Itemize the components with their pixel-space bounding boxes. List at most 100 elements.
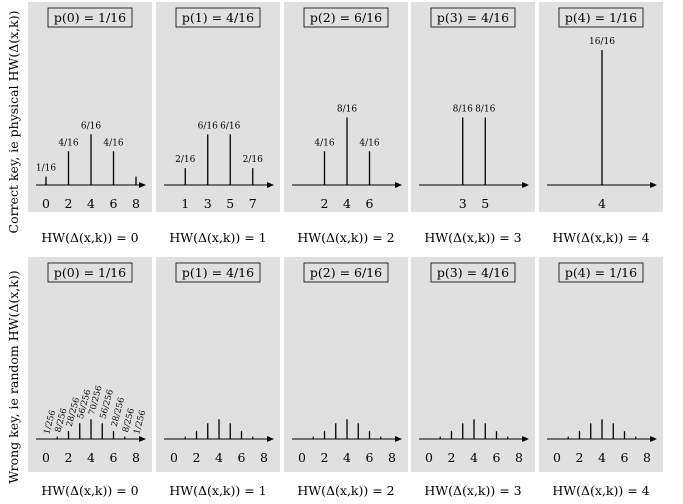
- panel-title-box: [303, 7, 389, 28]
- panel-title: p(4) = 1/16: [565, 10, 637, 25]
- tick-label: 5: [226, 196, 234, 211]
- panel-correct-1: p(1) = 4/16 2/16 6/16 6/16 2/16 1 3 5 7 HW(Δ(x,k)…: [156, 2, 280, 245]
- panel-xlabel: HW(Δ(x,k)) = 3: [424, 230, 521, 245]
- tick-label: 8: [132, 196, 140, 211]
- data-label: 2/16: [175, 155, 195, 165]
- panel-background: [156, 2, 280, 212]
- panel-wrong-1: p(1) = 4/16 0 2 4 6 8 HW(Δ(x,k)) = 1: [156, 257, 280, 498]
- tick-label: 0: [298, 450, 306, 465]
- panel-correct-0: p(0) = 1/16 1/16 4/166/164/16 0 2 4 6 8 HW(Δ(x,k…: [28, 2, 152, 245]
- panel-xlabel: HW(Δ(x,k)) = 1: [169, 230, 266, 245]
- panel-xlabel: HW(Δ(x,k)) = 4: [552, 230, 649, 245]
- data-label: 6/16: [81, 121, 101, 131]
- data-label: 8/16: [337, 105, 357, 115]
- tick-label: 2: [321, 450, 329, 465]
- axis-arrow-icon: [395, 182, 402, 188]
- tick-label: 1: [181, 196, 189, 211]
- panel-title-box: [175, 7, 261, 28]
- panel-title-box: [430, 262, 516, 283]
- tick-label: 4: [343, 196, 351, 211]
- data-label: 4/16: [359, 138, 379, 148]
- panel-title-box: [47, 262, 133, 283]
- tick-label: 0: [42, 450, 50, 465]
- tick-label: 2: [193, 450, 201, 465]
- panel-background: [284, 257, 408, 472]
- axis-arrow-icon: [522, 182, 529, 188]
- panel-title-box: [303, 262, 389, 283]
- panel-background: [539, 2, 663, 212]
- tick-label: 4: [343, 450, 351, 465]
- tick-label: 8: [515, 450, 523, 465]
- data-label: 8/16: [453, 105, 473, 115]
- data-label: 6/16: [220, 121, 240, 131]
- axis-arrow-icon: [139, 436, 146, 442]
- panel-correct-4: p(4) = 1/16 16/16 4 HW(Δ(x,k)) = 4: [539, 2, 663, 245]
- panel-correct-3: p(3) = 4/16 8/16 8/16 3 5 HW(Δ(x,k)) = 3: [411, 2, 535, 245]
- tick-label: 4: [215, 450, 223, 465]
- panel-background: [539, 257, 663, 472]
- axis-arrow-icon: [522, 436, 529, 442]
- data-label: 4/16: [103, 138, 123, 148]
- tick-label: 6: [110, 450, 118, 465]
- panel-xlabel: HW(Δ(x,k)) = 2: [297, 483, 394, 498]
- data-label: 6/16: [198, 121, 218, 131]
- tick-label: 3: [459, 196, 467, 211]
- tick-label: 6: [110, 196, 118, 211]
- panel-wrong-4: p(4) = 1/16 0 2 4 6 8 HW(Δ(x,k)) = 4: [539, 257, 663, 498]
- panel-xlabel: HW(Δ(x,k)) = 4: [552, 483, 649, 498]
- panel-title-box: [47, 7, 133, 28]
- panel-correct-2: p(2) = 6/16 4/16 8/16 4/16 2 4 6 HW(Δ(x,k)) = 2: [284, 2, 408, 245]
- tick-label: 6: [366, 450, 374, 465]
- tick-label: 6: [493, 450, 501, 465]
- data-label: 16/16: [589, 37, 615, 47]
- correct-key-ylabel: Correct key, ie physical HW(Δ(x,k)): [6, 11, 21, 234]
- panel-title-box: [558, 7, 644, 28]
- tick-label: 0: [425, 450, 433, 465]
- data-label: 1/16: [36, 164, 56, 174]
- panel-title: p(4) = 1/16: [565, 265, 637, 280]
- panel-wrong-0: p(0) = 1/161/2568/25628/25656/25670/2565…: [28, 257, 152, 498]
- panel-title-box: [430, 7, 516, 28]
- panel-title: p(3) = 4/16: [437, 10, 509, 25]
- panel-background: [156, 257, 280, 472]
- panel-xlabel: HW(Δ(x,k)) = 0: [41, 483, 138, 498]
- axis-arrow-icon: [267, 182, 274, 188]
- tick-label: 2: [321, 196, 329, 211]
- tick-label: 6: [238, 450, 246, 465]
- tick-label: 2: [65, 196, 73, 211]
- tick-label: 4: [598, 450, 606, 465]
- panel-xlabel: HW(Δ(x,k)) = 1: [169, 483, 266, 498]
- panel-background: [411, 257, 535, 472]
- tick-label: 4: [470, 450, 478, 465]
- tick-label: 0: [170, 450, 178, 465]
- wrong-key-ylabel: Wrong key, ie random HW(Δ(x,k)): [6, 270, 21, 483]
- tick-label: 8: [132, 450, 140, 465]
- panel-title-box: [558, 262, 644, 283]
- panel-title-box: [175, 262, 261, 283]
- panel-background: [284, 2, 408, 212]
- panel-background: [28, 2, 152, 212]
- axis-arrow-icon: [395, 436, 402, 442]
- data-label: 2/16: [243, 155, 263, 165]
- tick-label: 4: [598, 196, 606, 211]
- axis-arrow-icon: [139, 182, 146, 188]
- tick-label: 4: [87, 450, 95, 465]
- tick-label: 8: [388, 450, 396, 465]
- axis-arrow-icon: [650, 436, 657, 442]
- data-label: 8/16: [475, 105, 495, 115]
- tick-label: 0: [42, 196, 50, 211]
- axis-arrow-icon: [650, 182, 657, 188]
- tick-label: 6: [366, 196, 374, 211]
- panel-title: p(3) = 4/16: [437, 265, 509, 280]
- panel-xlabel: HW(Δ(x,k)) = 2: [297, 230, 394, 245]
- data-label: 4/16: [58, 138, 78, 148]
- tick-label: 2: [65, 450, 73, 465]
- panel-title: p(0) = 1/16: [54, 10, 126, 25]
- tick-label: 2: [448, 450, 456, 465]
- tick-label: 7: [249, 196, 257, 211]
- panel-title: p(1) = 4/16: [182, 265, 254, 280]
- axis-arrow-icon: [267, 436, 274, 442]
- panel-title: p(2) = 6/16: [310, 265, 382, 280]
- tick-label: 4: [87, 196, 95, 211]
